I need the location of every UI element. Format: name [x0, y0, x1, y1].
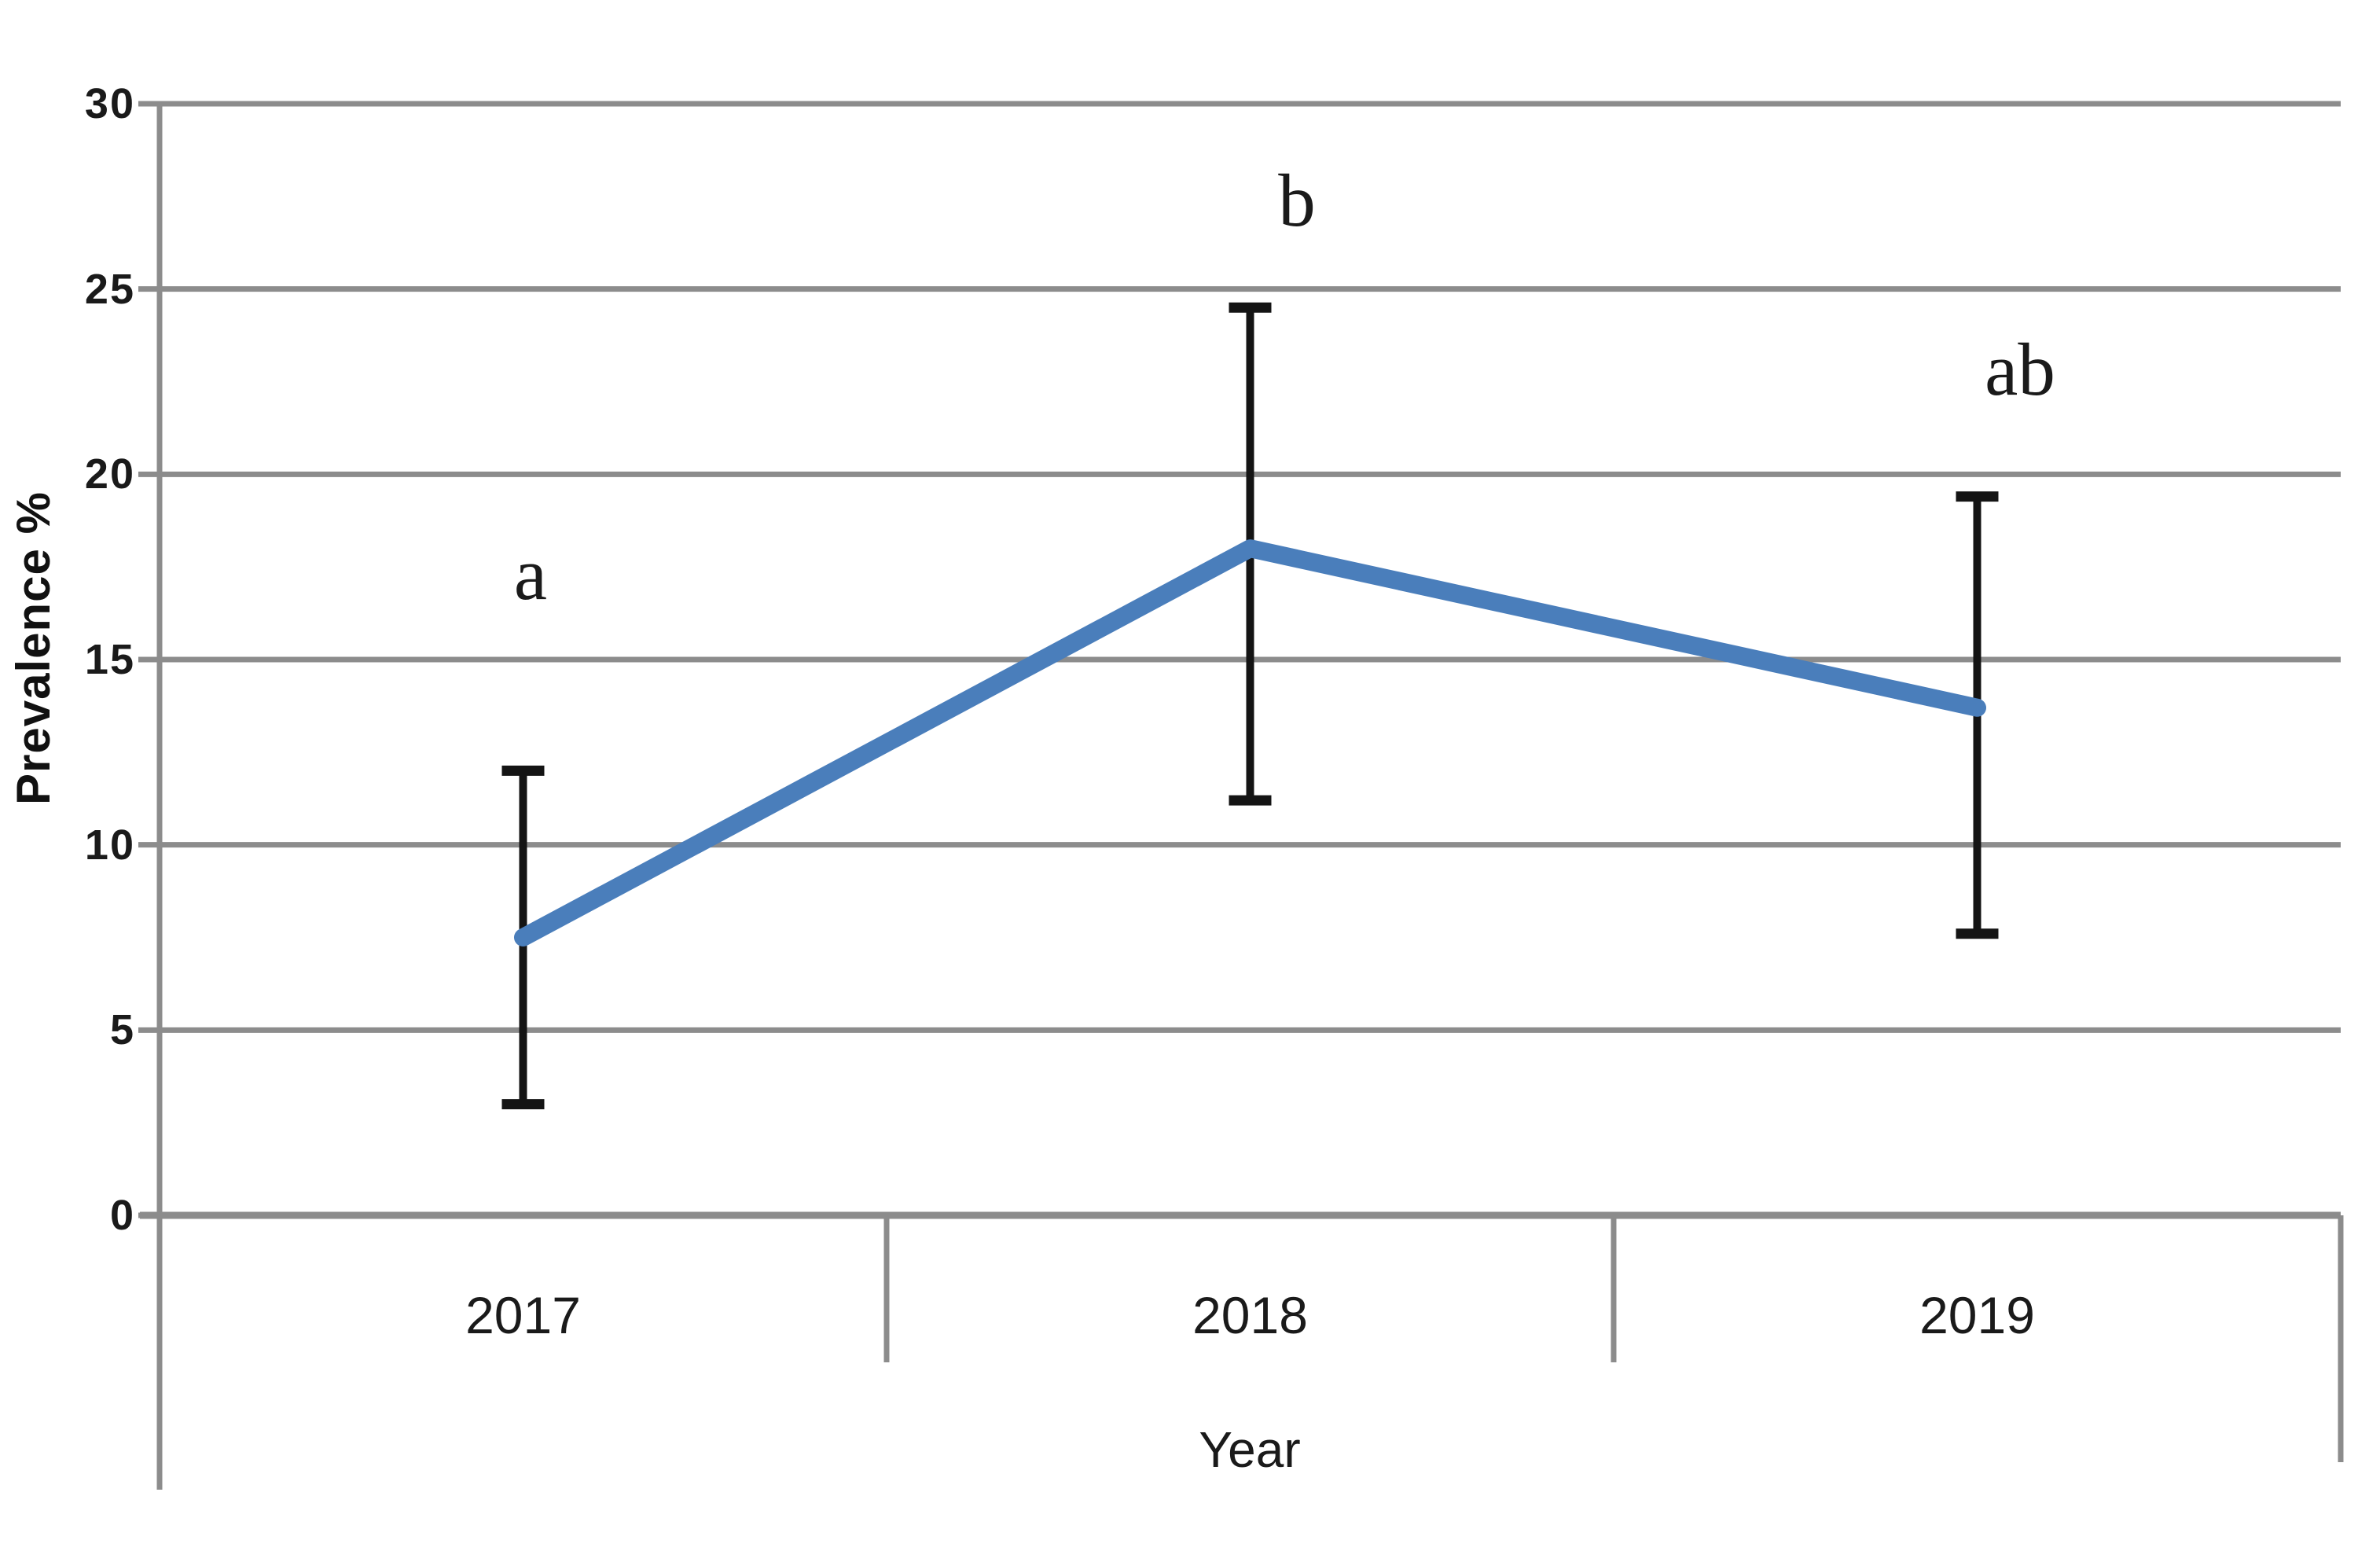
x-category-label: 2018 — [1192, 1286, 1308, 1344]
y-tick-label: 15 — [84, 636, 135, 683]
y-tick-label: 25 — [84, 265, 135, 313]
prevalence-series-line — [514, 539, 1986, 946]
y-tick-label: 5 — [109, 1006, 135, 1054]
significance-label: ab — [1985, 328, 2055, 411]
y-tick-label: 0 — [109, 1192, 135, 1239]
x-category-label: 2019 — [1919, 1286, 2035, 1344]
x-axis-title: Year — [1199, 1421, 1301, 1478]
significance-label: a — [513, 532, 548, 616]
significance-label: b — [1278, 159, 1316, 242]
y-tick-label: 30 — [84, 80, 135, 127]
x-category-label: 2017 — [465, 1286, 581, 1344]
y-tick-label: 10 — [84, 821, 135, 869]
y-tick-label: 20 — [84, 450, 135, 498]
